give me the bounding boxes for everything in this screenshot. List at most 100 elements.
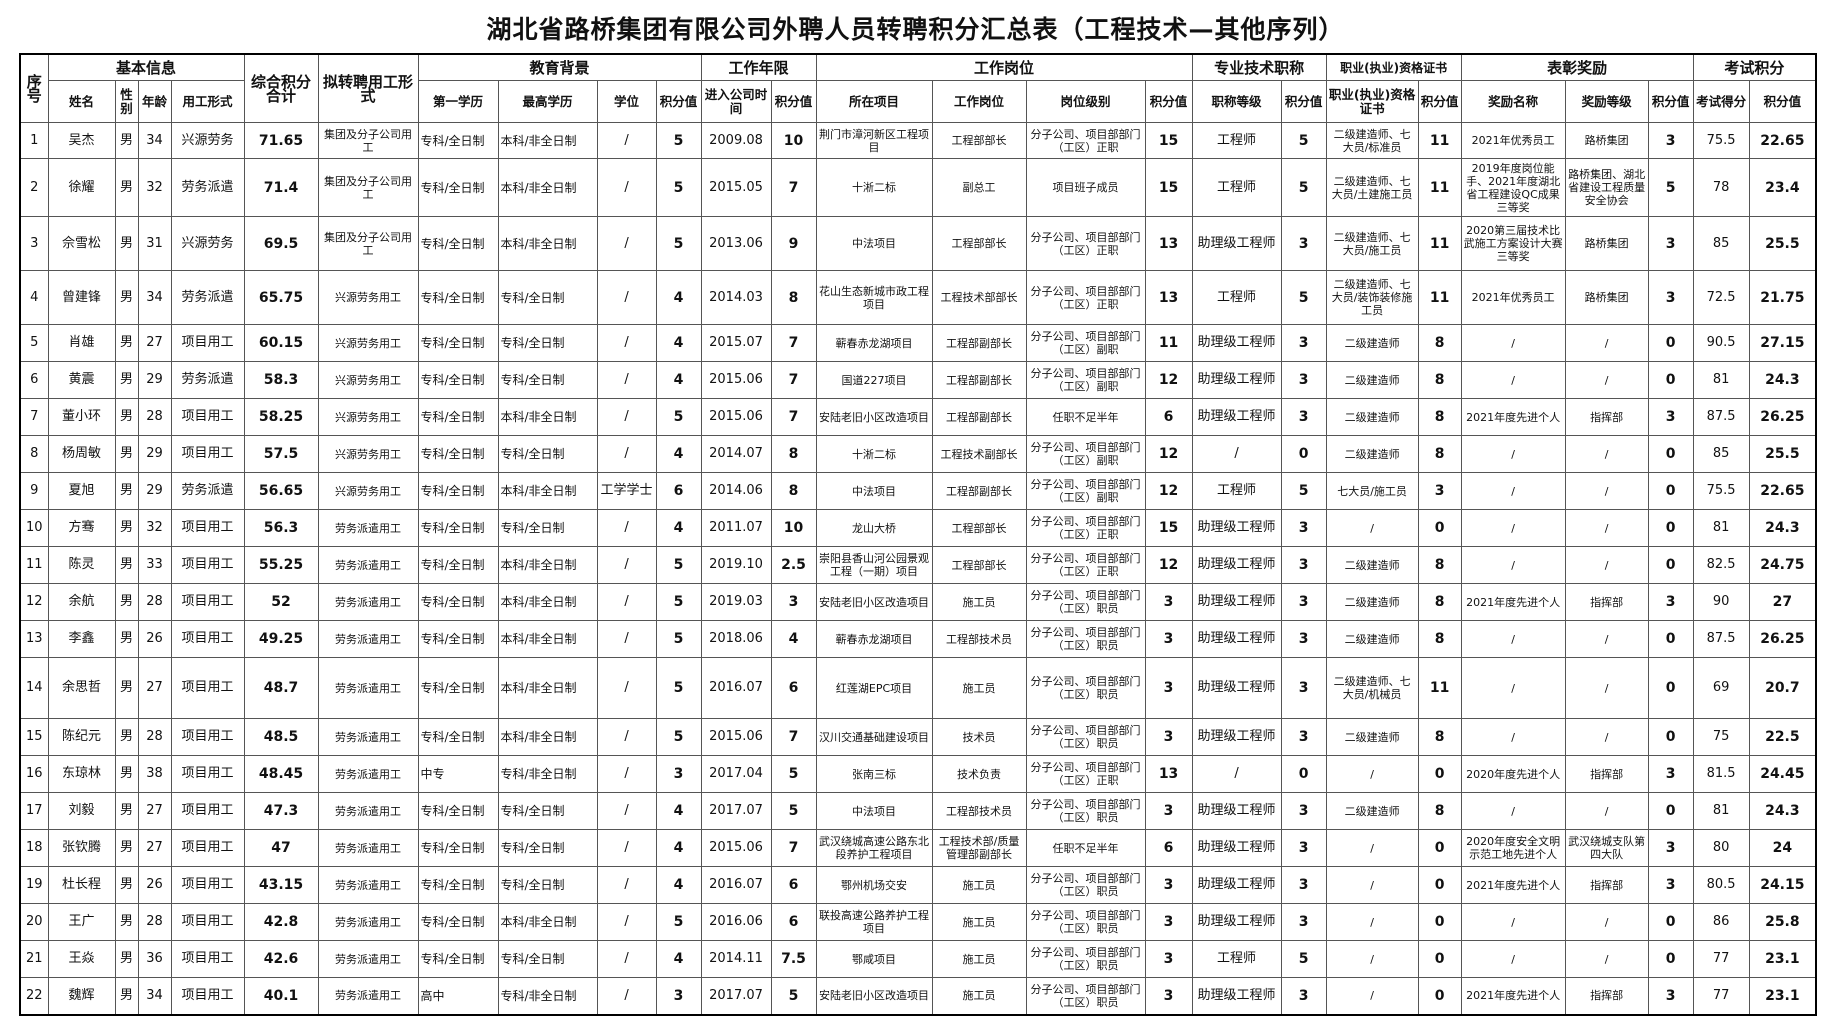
cell-title-level: / bbox=[1191, 435, 1282, 473]
header-basic-info: 基本信息 bbox=[47, 53, 245, 81]
cell-employment-type: 项目用工 bbox=[170, 509, 245, 547]
cell-award-score: 3 bbox=[1647, 755, 1694, 793]
cell-exam-score: 85 bbox=[1692, 435, 1750, 473]
cell-first-degree: 专科/全日制 bbox=[417, 620, 499, 658]
cell-highest-degree: 本科/非全日制 bbox=[497, 216, 598, 271]
cell-award-level: 指挥部 bbox=[1564, 398, 1649, 436]
cell-job-position: 工程部部长 bbox=[931, 509, 1027, 547]
header-target-type: 拟转聘用工形式 bbox=[317, 53, 419, 123]
cell-certificate: / bbox=[1325, 940, 1419, 978]
cell-total: 56.3 bbox=[243, 509, 319, 547]
table-row: 19 杜长程男 26 项目用工 43.15 劳务派遣用工 专科/全日制 专科/全日制/4 201… bbox=[19, 866, 1817, 904]
cell-employment-type: 项目用工 bbox=[170, 940, 245, 978]
cell-award-name: 2021年优秀员工 bbox=[1460, 122, 1566, 159]
cell-title-score: 3 bbox=[1280, 903, 1327, 941]
cell-years-score: 7 bbox=[770, 361, 817, 399]
cell-years-score: 7 bbox=[770, 324, 817, 362]
cell-certificate: / bbox=[1325, 977, 1419, 1015]
cell-award-name: / bbox=[1460, 792, 1566, 830]
cell-award-score: 3 bbox=[1647, 122, 1694, 159]
cell-gender: 男 bbox=[114, 472, 139, 510]
cell-award-name: / bbox=[1460, 940, 1566, 978]
cell-target-type: 兴源劳务用工 bbox=[317, 270, 419, 325]
cell-project: 花山生态新城市政工程项目 bbox=[815, 270, 933, 325]
cell-certificate: 二级建造师 bbox=[1325, 546, 1419, 584]
cell-first-degree: 专科/全日制 bbox=[417, 472, 499, 510]
cell-certificate: / bbox=[1325, 866, 1419, 904]
cell-title-level: 工程师 bbox=[1191, 472, 1282, 510]
cell-academic-degree: / bbox=[596, 940, 657, 978]
cell-award-level: 指挥部 bbox=[1564, 866, 1649, 904]
cell-name: 刘毅 bbox=[47, 792, 116, 830]
cell-first-degree: 专科/全日制 bbox=[417, 435, 499, 473]
cell-edu-score: 4 bbox=[655, 361, 702, 399]
cell-total: 40.1 bbox=[243, 977, 319, 1015]
cell-gender: 男 bbox=[114, 270, 139, 325]
table-row: 5 肖雄男 27 项目用工 60.15 兴源劳务用工 专科/全日制 专科/全日制/4 2015.… bbox=[19, 324, 1817, 362]
cell-title-score: 3 bbox=[1280, 509, 1327, 547]
cell-academic-degree: 工学学士 bbox=[596, 472, 657, 510]
cell-award-score: 3 bbox=[1647, 977, 1694, 1015]
cell-total: 65.75 bbox=[243, 270, 319, 325]
cell-award-score: 3 bbox=[1647, 270, 1694, 325]
cell-name: 东琼林 bbox=[47, 755, 116, 793]
cell-position-level: 项目班子成员 bbox=[1025, 158, 1146, 217]
table-row: 15 陈纪元男 28 项目用工 48.5 劳务派遣用工 专科/全日制 本科/非全日制/5 201… bbox=[19, 718, 1817, 756]
cell-target-type: 劳务派遣用工 bbox=[317, 903, 419, 941]
cell-project: 崇阳县香山河公园景观工程（一期）项目 bbox=[815, 546, 933, 584]
cell-certificate: 二级建造师、七大员/土建施工员 bbox=[1325, 158, 1419, 217]
cell-edu-score: 5 bbox=[655, 620, 702, 658]
cell-age: 31 bbox=[137, 216, 172, 271]
cell-edu-score: 4 bbox=[655, 324, 702, 362]
cell-join-date: 2014.06 bbox=[700, 472, 772, 510]
cell-title-score: 3 bbox=[1280, 620, 1327, 658]
cell-no: 2 bbox=[19, 158, 49, 217]
cell-position-score: 12 bbox=[1144, 472, 1193, 510]
cell-employment-type: 兴源劳务 bbox=[170, 122, 245, 159]
cell-exam-points: 25.5 bbox=[1748, 216, 1817, 271]
cell-join-date: 2017.07 bbox=[700, 977, 772, 1015]
cell-gender: 男 bbox=[114, 324, 139, 362]
cell-certificate: 二级建造师 bbox=[1325, 583, 1419, 621]
cell-position-score: 15 bbox=[1144, 122, 1193, 159]
cell-gender: 男 bbox=[114, 398, 139, 436]
cell-age: 34 bbox=[137, 270, 172, 325]
table-row: 13 李鑫男 26 项目用工 49.25 劳务派遣用工 专科/全日制 本科/非全日制/5 201… bbox=[19, 620, 1817, 658]
cell-no: 21 bbox=[19, 940, 49, 978]
cell-award-level: / bbox=[1564, 324, 1649, 362]
cell-highest-degree: 专科/全日制 bbox=[497, 866, 598, 904]
cell-total: 48.45 bbox=[243, 755, 319, 793]
cell-award-level: 路桥集团 bbox=[1564, 122, 1649, 159]
column-header-edu-score: 积分值 bbox=[655, 80, 702, 123]
cell-position-level: 分子公司、项目部部门（工区）正职 bbox=[1025, 509, 1146, 547]
cell-title-level: 工程师 bbox=[1191, 940, 1282, 978]
table-row: 7 董小环男 28 项目用工 58.25 兴源劳务用工 专科/全日制 本科/非全日制/5 201… bbox=[19, 398, 1817, 436]
cell-target-type: 劳务派遣用工 bbox=[317, 940, 419, 978]
page-title: 湖北省路桥集团有限公司外聘人员转聘积分汇总表（工程技术—其他序列） bbox=[486, 15, 1345, 44]
cell-gender: 男 bbox=[114, 792, 139, 830]
cell-academic-degree: / bbox=[596, 398, 657, 436]
cell-award-score: 0 bbox=[1647, 903, 1694, 941]
cell-certificate-score: 3 bbox=[1417, 472, 1462, 510]
cell-title-level: 助理级工程师 bbox=[1191, 324, 1282, 362]
cell-position-level: 分子公司、项目部部门（工区）职员 bbox=[1025, 620, 1146, 658]
cell-award-name: / bbox=[1460, 657, 1566, 719]
cell-certificate-score: 8 bbox=[1417, 583, 1462, 621]
cell-title-score: 3 bbox=[1280, 866, 1327, 904]
column-header-award-level: 奖励等级 bbox=[1564, 80, 1649, 123]
cell-exam-score: 90 bbox=[1692, 583, 1750, 621]
cell-employment-type: 劳务派遣 bbox=[170, 270, 245, 325]
cell-total: 69.5 bbox=[243, 216, 319, 271]
cell-position-level: 分子公司、项目部部门（工区）副职 bbox=[1025, 435, 1146, 473]
cell-position-level: 分子公司、项目部部门（工区）副职 bbox=[1025, 324, 1146, 362]
cell-award-level: / bbox=[1564, 903, 1649, 941]
cell-exam-score: 78 bbox=[1692, 158, 1750, 217]
cell-age: 27 bbox=[137, 829, 172, 867]
cell-total: 47 bbox=[243, 829, 319, 867]
cell-certificate: 二级建造师、七大员/装饰装修施工员 bbox=[1325, 270, 1419, 325]
cell-first-degree: 专科/全日制 bbox=[417, 792, 499, 830]
cell-job-position: 工程部技术员 bbox=[931, 620, 1027, 658]
cell-award-score: 0 bbox=[1647, 472, 1694, 510]
cell-age: 34 bbox=[137, 977, 172, 1015]
cell-award-name: / bbox=[1460, 472, 1566, 510]
